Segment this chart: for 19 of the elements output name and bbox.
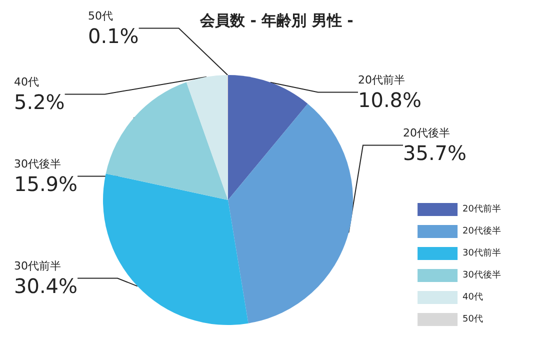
data-label: 30.4% [14, 274, 78, 298]
legend-label: 50代 [462, 314, 483, 324]
slice-label: 50代 [88, 10, 113, 22]
slice-label: 30代後半 [14, 158, 61, 170]
legend-label: 20代後半 [462, 226, 501, 236]
data-label: 0.1% [88, 24, 139, 48]
data-label: 5.2% [14, 90, 65, 114]
slice-label: 20代前半 [358, 74, 405, 86]
data-label: 15.9% [14, 172, 78, 196]
slice-label: 20代後半 [403, 126, 450, 140]
legend-label: 30代後半 [462, 270, 501, 280]
data-label: 35.7% [403, 141, 467, 165]
legend-label: 40代 [462, 292, 483, 302]
legend-label: 30代前半 [462, 248, 501, 258]
slice-label: 30代前半 [14, 260, 61, 272]
data-label: 10.8% [358, 88, 422, 112]
chart-title: 会員数 - 年齢別 男性 - [199, 12, 354, 30]
legend-label: 20代前半 [462, 204, 501, 214]
slice-label: 40代 [14, 76, 39, 88]
